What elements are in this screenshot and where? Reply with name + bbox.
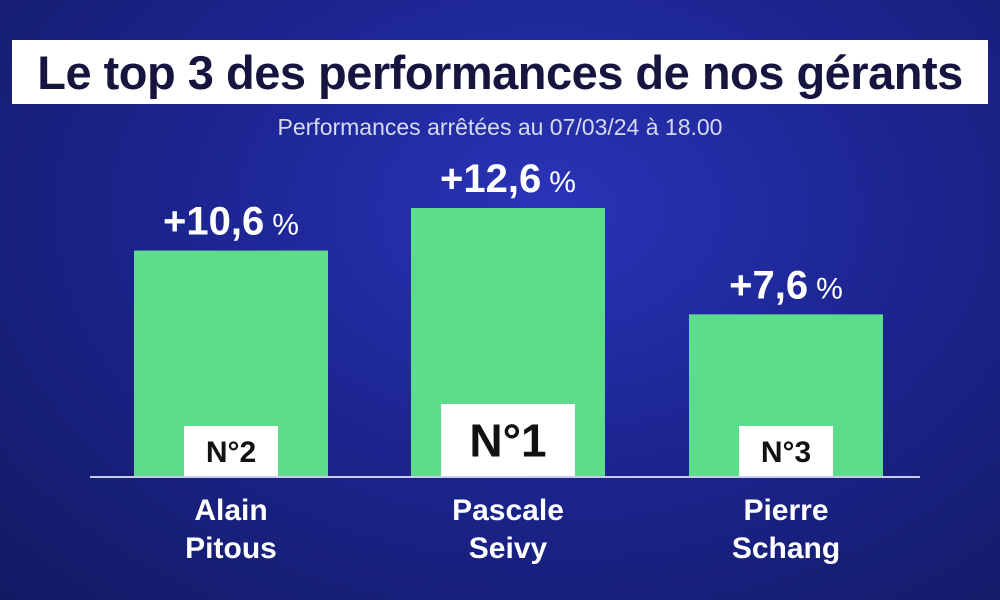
data-label: +12,6% (440, 157, 576, 201)
rank-badge (184, 426, 278, 476)
data-label-unit: % (549, 166, 576, 199)
data-label-unit: % (272, 209, 299, 242)
category-label: Alain (194, 494, 267, 527)
data-label-value: +12,6 (440, 157, 541, 201)
data-label-value: +7,6 (729, 263, 808, 307)
data-label-value: +10,6 (163, 200, 264, 244)
data-label-unit: % (816, 272, 843, 305)
data-label: +7,6% (729, 263, 843, 307)
category-label: Schang (732, 532, 840, 565)
category-label: Seivy (469, 532, 548, 565)
category-label: Pitous (185, 532, 277, 565)
rank-label: N°1 (469, 415, 546, 467)
rank-label: N°2 (206, 436, 256, 469)
rank-label: N°3 (761, 436, 811, 469)
rank-badge (441, 404, 575, 476)
chart-title: Le top 3 des performances de nos gérants (37, 45, 963, 99)
rank-badge (739, 426, 833, 476)
category-label: Pascale (452, 494, 564, 527)
category-label: Pierre (743, 494, 828, 527)
chart-subtitle: Performances arrêtées au 07/03/24 à 18.0… (277, 114, 723, 140)
data-label: +10,6% (163, 200, 299, 244)
title-band: Le top 3 des performances de nos gérants (12, 40, 988, 104)
